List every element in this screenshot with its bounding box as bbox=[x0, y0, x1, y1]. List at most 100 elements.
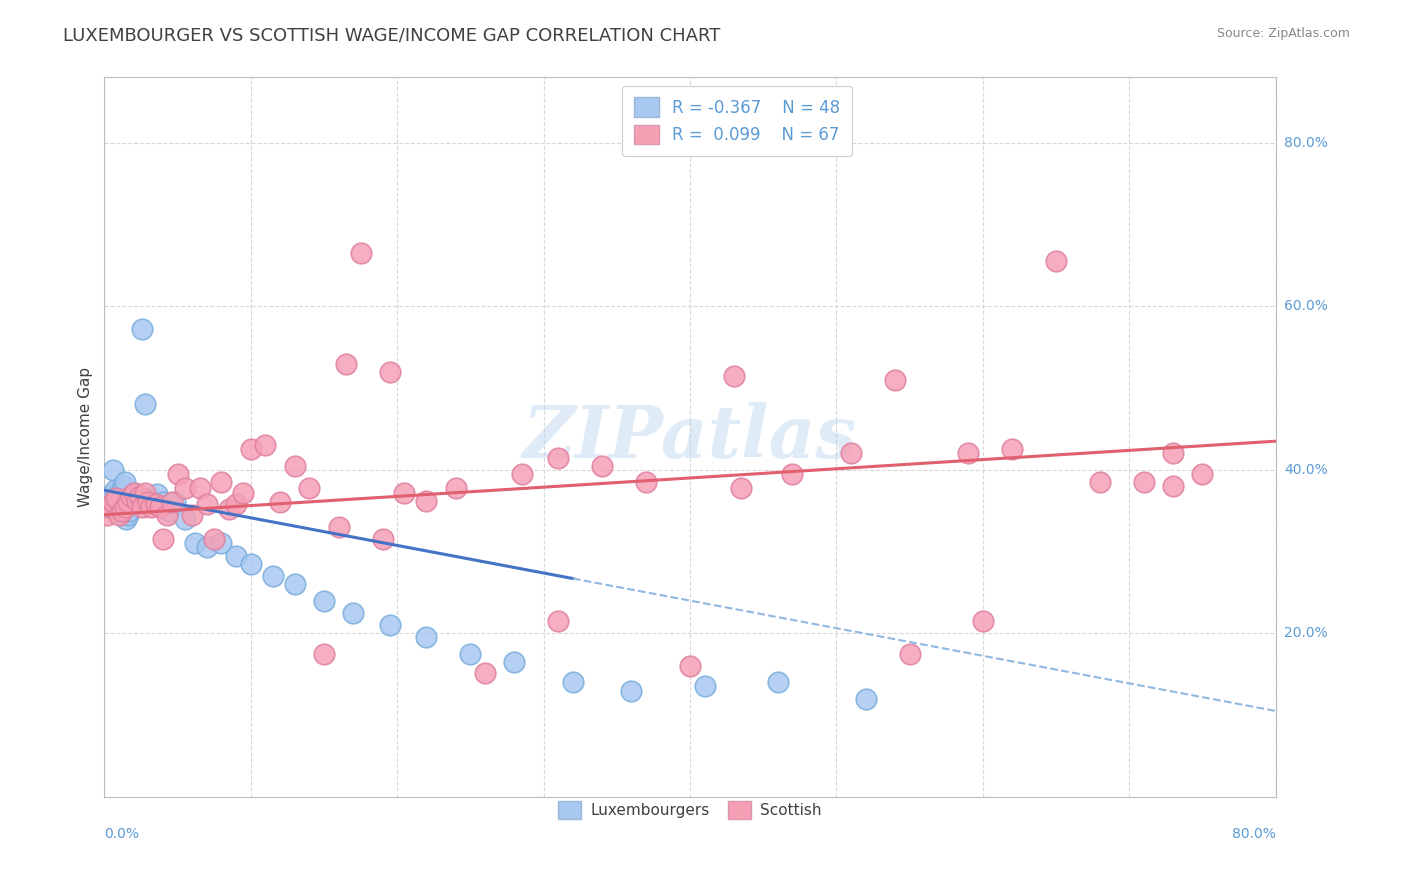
Point bbox=[181, 508, 204, 522]
Point bbox=[1132, 475, 1154, 489]
Point bbox=[120, 495, 142, 509]
Point bbox=[101, 463, 124, 477]
Point bbox=[269, 495, 291, 509]
Point bbox=[620, 683, 643, 698]
Point bbox=[100, 487, 122, 501]
Point bbox=[174, 481, 197, 495]
Point bbox=[149, 500, 172, 514]
Point bbox=[115, 512, 138, 526]
Point bbox=[97, 495, 120, 509]
Point bbox=[131, 322, 153, 336]
Point bbox=[136, 495, 159, 509]
Point bbox=[1001, 442, 1024, 457]
Point bbox=[312, 647, 335, 661]
Point bbox=[111, 483, 134, 498]
Point bbox=[972, 614, 994, 628]
Point bbox=[561, 675, 583, 690]
Point bbox=[152, 533, 174, 547]
Point bbox=[510, 467, 533, 481]
Point bbox=[378, 365, 401, 379]
Point bbox=[146, 487, 169, 501]
Point bbox=[145, 497, 167, 511]
Point bbox=[394, 485, 416, 500]
Point bbox=[957, 446, 980, 460]
Point bbox=[547, 450, 569, 465]
Point bbox=[898, 647, 921, 661]
Point bbox=[166, 467, 188, 481]
Point bbox=[134, 485, 156, 500]
Point bbox=[157, 503, 180, 517]
Point bbox=[444, 481, 467, 495]
Point bbox=[211, 536, 233, 550]
Text: ZIPatlas: ZIPatlas bbox=[523, 401, 858, 473]
Point bbox=[125, 494, 148, 508]
Point bbox=[328, 520, 350, 534]
Point bbox=[174, 512, 197, 526]
Point bbox=[122, 485, 145, 500]
Point bbox=[218, 502, 240, 516]
Point bbox=[883, 373, 905, 387]
Point bbox=[349, 246, 371, 260]
Point bbox=[239, 442, 262, 457]
Point bbox=[503, 655, 526, 669]
Point bbox=[128, 489, 150, 503]
Point bbox=[474, 665, 496, 680]
Point bbox=[108, 487, 131, 501]
Point bbox=[1161, 479, 1184, 493]
Point bbox=[120, 489, 142, 503]
Point bbox=[782, 467, 804, 481]
Point bbox=[1045, 254, 1067, 268]
Point bbox=[693, 680, 716, 694]
Point bbox=[105, 495, 128, 509]
Point bbox=[202, 533, 225, 547]
Point bbox=[96, 508, 118, 522]
Point bbox=[591, 458, 613, 473]
Point bbox=[134, 397, 156, 411]
Text: 60.0%: 60.0% bbox=[1284, 300, 1327, 313]
Point bbox=[679, 659, 702, 673]
Point bbox=[184, 536, 207, 550]
Legend: Luxembourgers, Scottish: Luxembourgers, Scottish bbox=[553, 796, 828, 825]
Point bbox=[141, 500, 163, 514]
Point bbox=[114, 500, 136, 514]
Point bbox=[730, 481, 752, 495]
Point bbox=[108, 508, 131, 522]
Point bbox=[107, 491, 129, 506]
Point bbox=[195, 541, 218, 555]
Point bbox=[195, 497, 218, 511]
Point bbox=[239, 557, 262, 571]
Point bbox=[547, 614, 569, 628]
Point bbox=[142, 495, 165, 509]
Point bbox=[98, 500, 121, 514]
Point bbox=[312, 593, 335, 607]
Point bbox=[415, 494, 437, 508]
Point bbox=[371, 533, 394, 547]
Point bbox=[131, 500, 153, 514]
Point bbox=[105, 491, 128, 506]
Point bbox=[460, 647, 482, 661]
Point bbox=[110, 491, 132, 506]
Text: 0.0%: 0.0% bbox=[104, 827, 139, 841]
Point bbox=[1088, 475, 1111, 489]
Point bbox=[254, 438, 277, 452]
Text: 20.0%: 20.0% bbox=[1284, 626, 1327, 640]
Point bbox=[112, 479, 135, 493]
Point bbox=[855, 691, 877, 706]
Point bbox=[111, 503, 134, 517]
Point bbox=[378, 618, 401, 632]
Text: 40.0%: 40.0% bbox=[1284, 463, 1327, 477]
Point bbox=[284, 577, 307, 591]
Point bbox=[104, 483, 127, 498]
Point bbox=[122, 485, 145, 500]
Point bbox=[156, 508, 179, 522]
Point bbox=[342, 606, 364, 620]
Point bbox=[723, 368, 745, 383]
Point bbox=[96, 500, 118, 514]
Point bbox=[114, 475, 136, 489]
Point bbox=[128, 489, 150, 503]
Point bbox=[101, 495, 124, 509]
Point bbox=[415, 631, 437, 645]
Point bbox=[118, 503, 141, 517]
Point bbox=[298, 481, 321, 495]
Text: 80.0%: 80.0% bbox=[1284, 136, 1327, 150]
